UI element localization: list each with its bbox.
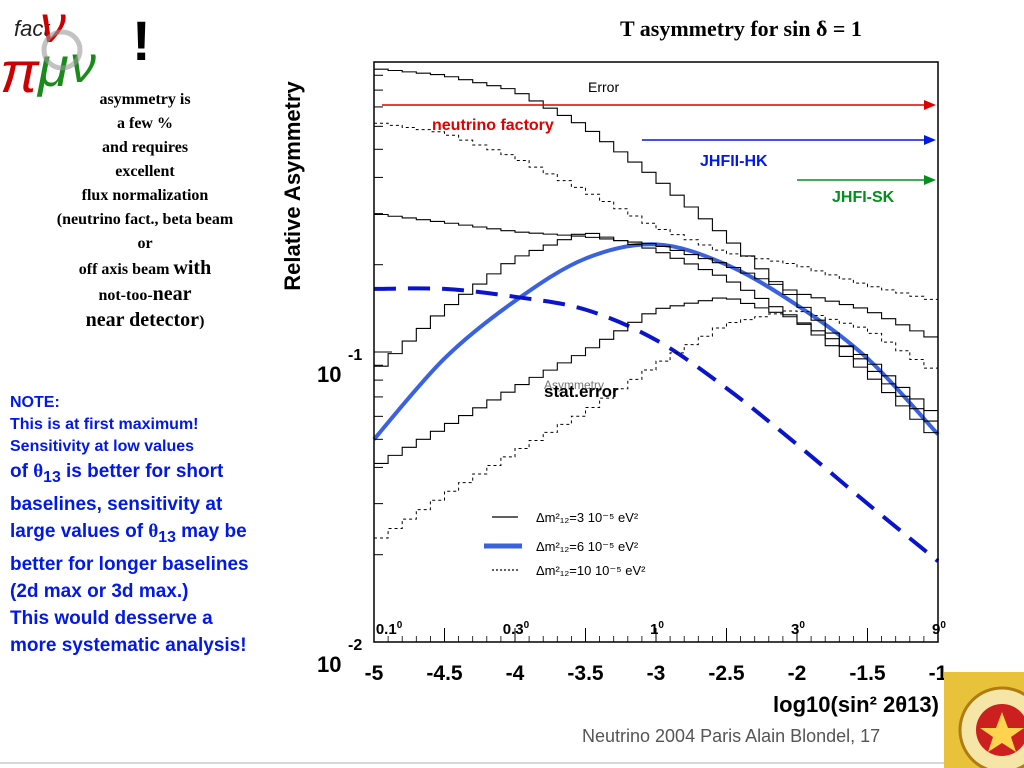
note-line: more systematic analysis! — [10, 634, 247, 656]
note-line: baselines, sensitivity at — [10, 493, 223, 515]
university-seal — [944, 672, 1024, 768]
y-tick-exponent: -1 — [348, 347, 362, 364]
angle-label: 10 — [650, 620, 664, 638]
experiment-arrows: neutrino factory JHFII-HK JHFI-SK — [382, 100, 936, 206]
note-part: is better for short — [60, 461, 224, 482]
footer-text: Neutrino 2004 Paris Alain Blondel, 17 — [582, 726, 881, 746]
note-part: large values of — [10, 520, 149, 542]
left-line-part: off axis beam — [78, 261, 174, 278]
error-histogram-dotted — [374, 122, 938, 300]
theta-subscript: 13 — [158, 528, 176, 546]
dashed-curve — [373, 286, 940, 563]
angle-label: 30 — [791, 620, 805, 638]
note-block: NOTE: This is at first maximum! Sensitiv… — [10, 392, 310, 659]
note-line: This would desserve a — [10, 607, 213, 629]
x-tick-label: -1 — [929, 662, 948, 685]
left-line: a few % — [117, 115, 173, 132]
svg-text:π: π — [0, 40, 40, 100]
arrow-head — [924, 175, 936, 185]
nufact-logo: fact ν π μ ν — [0, 0, 96, 100]
exclamation-mark: ! — [132, 9, 151, 72]
error-label: Error — [588, 79, 619, 95]
theta-symbol: θ — [148, 520, 159, 542]
x-tick-label: -1.5 — [849, 662, 886, 685]
error-histogram — [374, 297, 938, 464]
note-line: NOTE: — [10, 394, 60, 411]
footer-divider — [0, 762, 1024, 764]
arrow-label: JHFII-HK — [700, 153, 768, 170]
note-line: large values of θ13 may be — [10, 518, 310, 551]
x-tick-label: -2.5 — [708, 662, 745, 685]
y-tick-label: 10 — [317, 652, 341, 677]
note-line: Sensitivity at low values — [10, 438, 195, 455]
note-line: of θ13 is better for short — [10, 458, 310, 491]
left-line: excellent — [115, 163, 175, 180]
arrow-label: JHFI-SK — [832, 189, 895, 206]
left-line: flux normalization — [81, 187, 209, 204]
left-line: off axis beam with — [20, 256, 270, 282]
left-line: asymmetry is — [99, 91, 191, 108]
y-axis-label: Relative Asymmetry — [280, 80, 305, 290]
note-line: (2d max or 3d max.) — [10, 580, 189, 602]
x-tick-label: -4 — [506, 662, 525, 685]
error-histogram-dotted — [374, 310, 938, 539]
angle-label: 90 — [932, 620, 946, 638]
left-line: (neutrino fact., beta beam — [56, 211, 234, 228]
left-line-part: not-too- — [98, 287, 153, 304]
angle-label: 0.10 — [376, 620, 403, 638]
left-line-part: ) — [199, 313, 205, 330]
arrow-head — [924, 135, 936, 145]
x-tick-label: -4.5 — [426, 662, 463, 685]
axis-ticks: -5 -4.5 -4 -3.5 -3 -2.5 -2 -1.5 -1 10 -2 10 -1 — [317, 74, 948, 685]
svg-text:fact: fact — [14, 16, 50, 41]
left-line-part: with — [173, 257, 212, 279]
stat-error-label: stat.error — [544, 382, 619, 401]
note-part: of — [10, 461, 34, 482]
legend: Δm²₁₂=3 10⁻⁵ eV² Δm²₁₂=6 10⁻⁵ eV² Δm²₁₂=10… — [484, 510, 646, 578]
left-line: and requires — [101, 139, 189, 156]
asymmetry-faint-label: Asymmetry — [544, 378, 604, 392]
chart-title: T asymmetry for sin δ = 1 — [620, 16, 862, 41]
left-line-part: near detector — [85, 309, 200, 331]
y-tick-exponent: -2 — [348, 637, 362, 654]
left-line-part: near — [152, 283, 192, 305]
series-layer — [372, 68, 940, 563]
left-line: near detector) — [20, 308, 270, 334]
left-line: or — [137, 235, 153, 252]
error-histogram — [374, 232, 938, 434]
note-part: may be — [175, 520, 247, 542]
y-tick-label: 10 — [317, 362, 341, 387]
x-tick-label: -2 — [788, 662, 807, 685]
theta-symbol: θ — [33, 461, 44, 482]
legend-label: Δm²₁₂=3 10⁻⁵ eV² — [536, 510, 639, 525]
x-tick-label: -3 — [647, 662, 666, 685]
left-explanation: asymmetry is a few % and requires excell… — [20, 88, 270, 334]
x-tick-label: -3.5 — [567, 662, 604, 685]
error-histogram — [374, 213, 938, 338]
arrow-head — [924, 100, 936, 110]
legend-label: Δm²₁₂=10 10⁻⁵ eV² — [536, 563, 646, 578]
arrow-label: neutrino factory — [432, 117, 554, 134]
legend-label: Δm²₁₂=6 10⁻⁵ eV² — [536, 539, 639, 554]
left-line: not-too-near — [20, 282, 270, 308]
x-axis-label: log10(sin² 2θ13) — [773, 692, 939, 717]
x-tick-label: -5 — [365, 662, 384, 685]
theta-subscript: 13 — [43, 468, 61, 486]
note-line: better for longer baselines — [10, 553, 249, 575]
angle-label: 0.30 — [503, 620, 530, 638]
note-line: This is at first maximum! — [10, 416, 199, 433]
